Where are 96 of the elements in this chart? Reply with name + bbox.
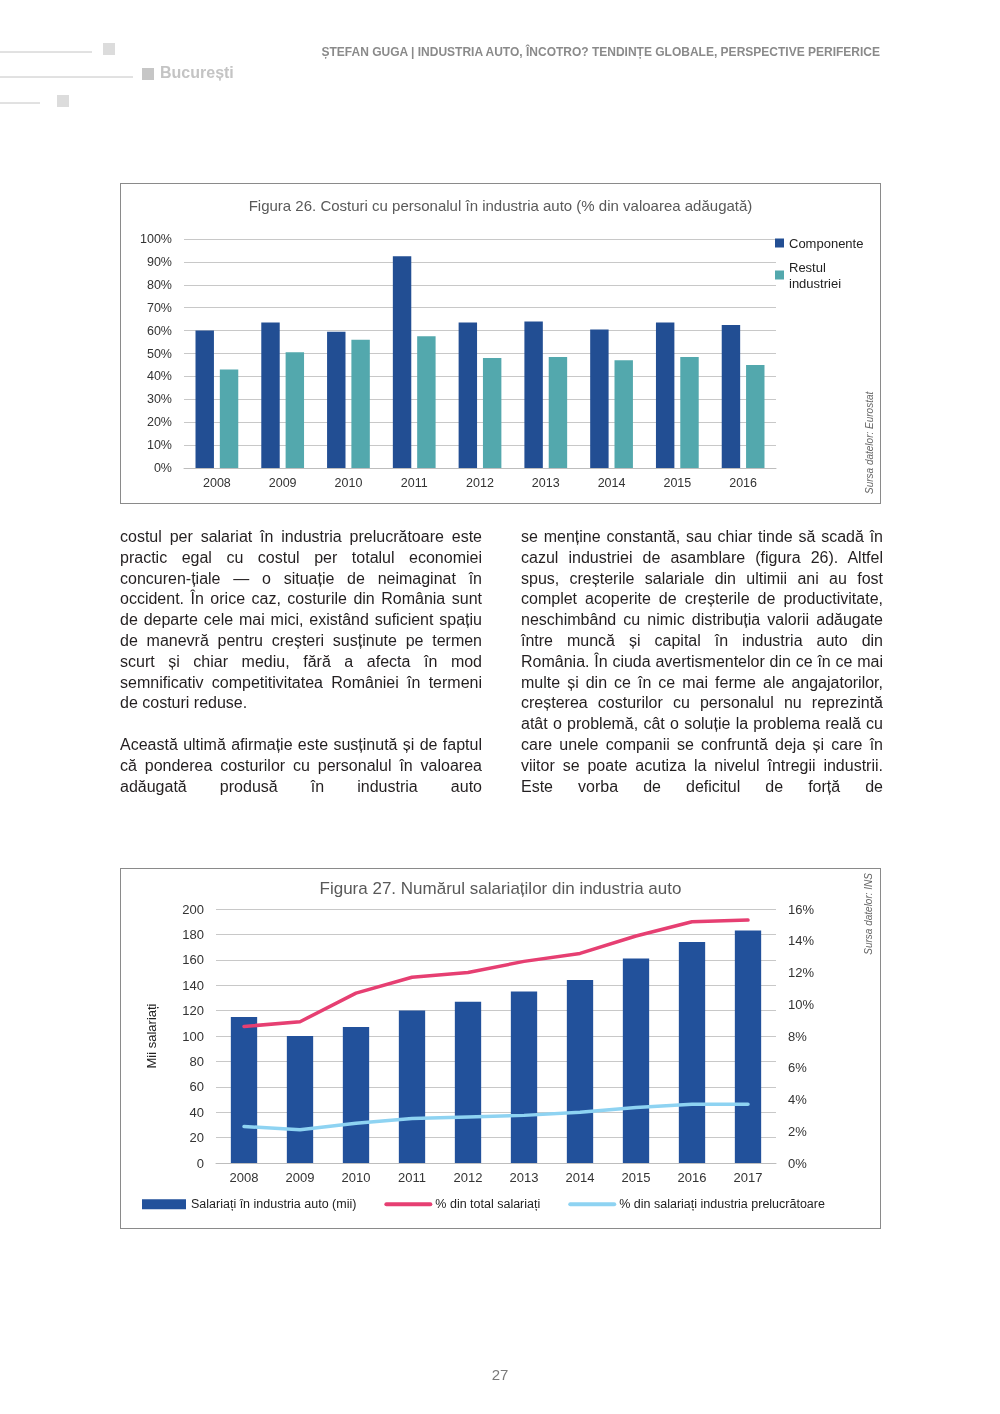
bar	[524, 321, 543, 468]
bar	[398, 1010, 426, 1163]
bar	[746, 364, 765, 468]
text: se menține constantă, sau chiar tinde să scadă în cazul industriei de asamblare (figura 26). Altfel spus, creșterile salariale din ultimii ani au fost complet acoperite de creșterile de productivitate, neschimbând cu nimic distribuția valorii adăugate între muncă și capital în industria auto din România. În ciuda avertismentelor din ce în ce mai multe și din ce în ce mai ferme ale angajatorilor, creșterea costurilor cu personalul nu reprezintă atât o problemă, cât o soluție la problema reală cu care unele companii se confruntă deja și care în viitor se poate acutiza la nivelul întregii industrii. Este vorba de deficitul de forță de	[521, 528, 883, 795]
bar	[219, 369, 239, 468]
y-tick-label: 0%	[153, 461, 172, 475]
y2-tick-label: 16%	[788, 901, 815, 917]
x-tick-label: 2012	[466, 475, 494, 490]
y2-tick-label: 12%	[788, 965, 815, 980]
y-tick-label: 180	[182, 926, 204, 942]
y-tick-label: 160	[182, 952, 204, 968]
y-tick-label: 20	[189, 1130, 204, 1146]
y2-tick-label: 8%	[788, 1028, 808, 1044]
legend-label: Restul industriei	[789, 259, 842, 291]
bar	[721, 324, 741, 468]
text: costul per salariat în industria prelucrătoare este practic egal cu costul per totalul economiei concuren-țiale — o situație de neimaginat în occident. În orice caz, costurile din România sunt de departe cele mai mici, existând suficient spațiu de manevră pentru creșteri susținute pe termen scurt și chiar mediu, fără a afecta în mod semnificativ competitivitatea României în termeni de costuri reduse.	[120, 528, 482, 712]
x-tick-label: 2008	[202, 475, 231, 490]
y-tick-label: 80%	[146, 277, 172, 292]
y-tick-label: 120	[182, 1003, 204, 1019]
x-tick-label: 2009	[285, 1170, 315, 1185]
y-tick-label: 40%	[146, 369, 172, 384]
bar	[734, 930, 762, 1163]
bar	[261, 322, 280, 468]
y-tick-label: 100%	[140, 232, 172, 246]
x-tick-label: 2009	[268, 475, 297, 490]
legend-label: % din salariați industria prelucrătoare	[619, 1197, 825, 1212]
text: București	[160, 64, 234, 82]
text: ȘTEFAN GUGA | INDUSTRIA AUTO, ÎNCOTRO? TENDINȚE GLOBALE, PERSPECTIVE PERIFERICE	[321, 45, 880, 59]
x-tick-label: 2014	[565, 1170, 595, 1185]
x-tick-label: 2013	[509, 1170, 539, 1185]
bar	[392, 256, 412, 468]
x-tick-label: 2011	[398, 1170, 426, 1185]
x-tick-label: 2016	[729, 475, 758, 490]
legend-label: Salariați în industria auto (mii)	[191, 1197, 357, 1212]
bar	[678, 942, 706, 1163]
bar	[548, 356, 568, 468]
x-tick-label: 2013	[531, 475, 560, 490]
y-tick-label: 60%	[146, 323, 172, 338]
y-tick-label: 70%	[146, 300, 172, 315]
y-tick-label: 50%	[146, 346, 172, 361]
y2-tick-label: 4%	[788, 1092, 808, 1107]
x-tick-label: 2015	[621, 1170, 651, 1185]
x-tick-label: 2010	[341, 1170, 371, 1185]
bar	[566, 980, 594, 1163]
y2-tick-label: 2%	[788, 1123, 808, 1139]
y2-tick-label: 6%	[788, 1060, 808, 1076]
bar	[622, 958, 650, 1163]
y-tick-label: 20%	[146, 415, 172, 430]
x-tick-label: 2008	[229, 1170, 259, 1185]
chart-title: Figura 27. Numărul salariaților din industria auto	[319, 879, 682, 898]
bar	[454, 1001, 482, 1163]
bar	[286, 1036, 314, 1163]
y2-tick-label: 0%	[788, 1155, 808, 1171]
y-tick-label: 60	[189, 1079, 204, 1095]
x-tick-label: 2017	[733, 1170, 763, 1185]
bar	[285, 352, 305, 468]
text: 27	[491, 1366, 509, 1383]
bar	[230, 1016, 258, 1163]
x-tick-label: 2011	[400, 475, 428, 490]
x-tick-label: 2016	[677, 1170, 707, 1185]
line-series	[242, 918, 750, 1029]
y-tick-label: 140	[182, 977, 204, 993]
bar	[417, 336, 436, 468]
y2-tick-label: 14%	[788, 933, 815, 949]
y-tick-label: 10%	[146, 438, 172, 453]
legend-label: % din total salariați	[435, 1197, 541, 1212]
bar	[327, 331, 346, 468]
y-tick-label: 40	[189, 1104, 204, 1120]
line-series	[242, 1102, 750, 1132]
text: Sursa datelor: INS	[862, 872, 874, 955]
x-tick-label: 2010	[334, 475, 363, 490]
bar	[614, 360, 633, 468]
y-tick-label: 200	[182, 901, 204, 917]
bar	[510, 991, 538, 1163]
x-tick-label: 2014	[597, 475, 626, 490]
y-tick-label: 30%	[146, 392, 172, 407]
chart-title: Figura 26. Costuri cu personalul în industria auto (% din valoarea adăugată)	[248, 197, 753, 214]
bar	[482, 358, 502, 468]
text: Sursa datelor: Eurostat	[863, 390, 875, 494]
bar	[655, 322, 675, 468]
bar	[342, 1027, 370, 1163]
bar	[195, 330, 214, 468]
y-tick-label: 100	[182, 1028, 204, 1044]
y-tick-label: 80	[189, 1053, 204, 1069]
bar	[351, 339, 370, 468]
y-tick-label: 0	[196, 1155, 204, 1171]
y-tick-label: 90%	[146, 254, 172, 269]
bar	[590, 329, 609, 468]
x-tick-label: 2012	[453, 1170, 483, 1185]
text: Această ultimă afirmație este susținută și de faptul că ponderea costurilor cu personalul în valoarea adăugată produsă în industria auto	[120, 734, 482, 797]
y-axis-title: Mii salariați	[144, 1003, 159, 1069]
y2-tick-label: 10%	[788, 996, 815, 1012]
legend-label: Componente	[789, 235, 864, 251]
bar	[458, 322, 478, 468]
x-tick-label: 2015	[663, 475, 692, 490]
bar	[680, 356, 699, 468]
